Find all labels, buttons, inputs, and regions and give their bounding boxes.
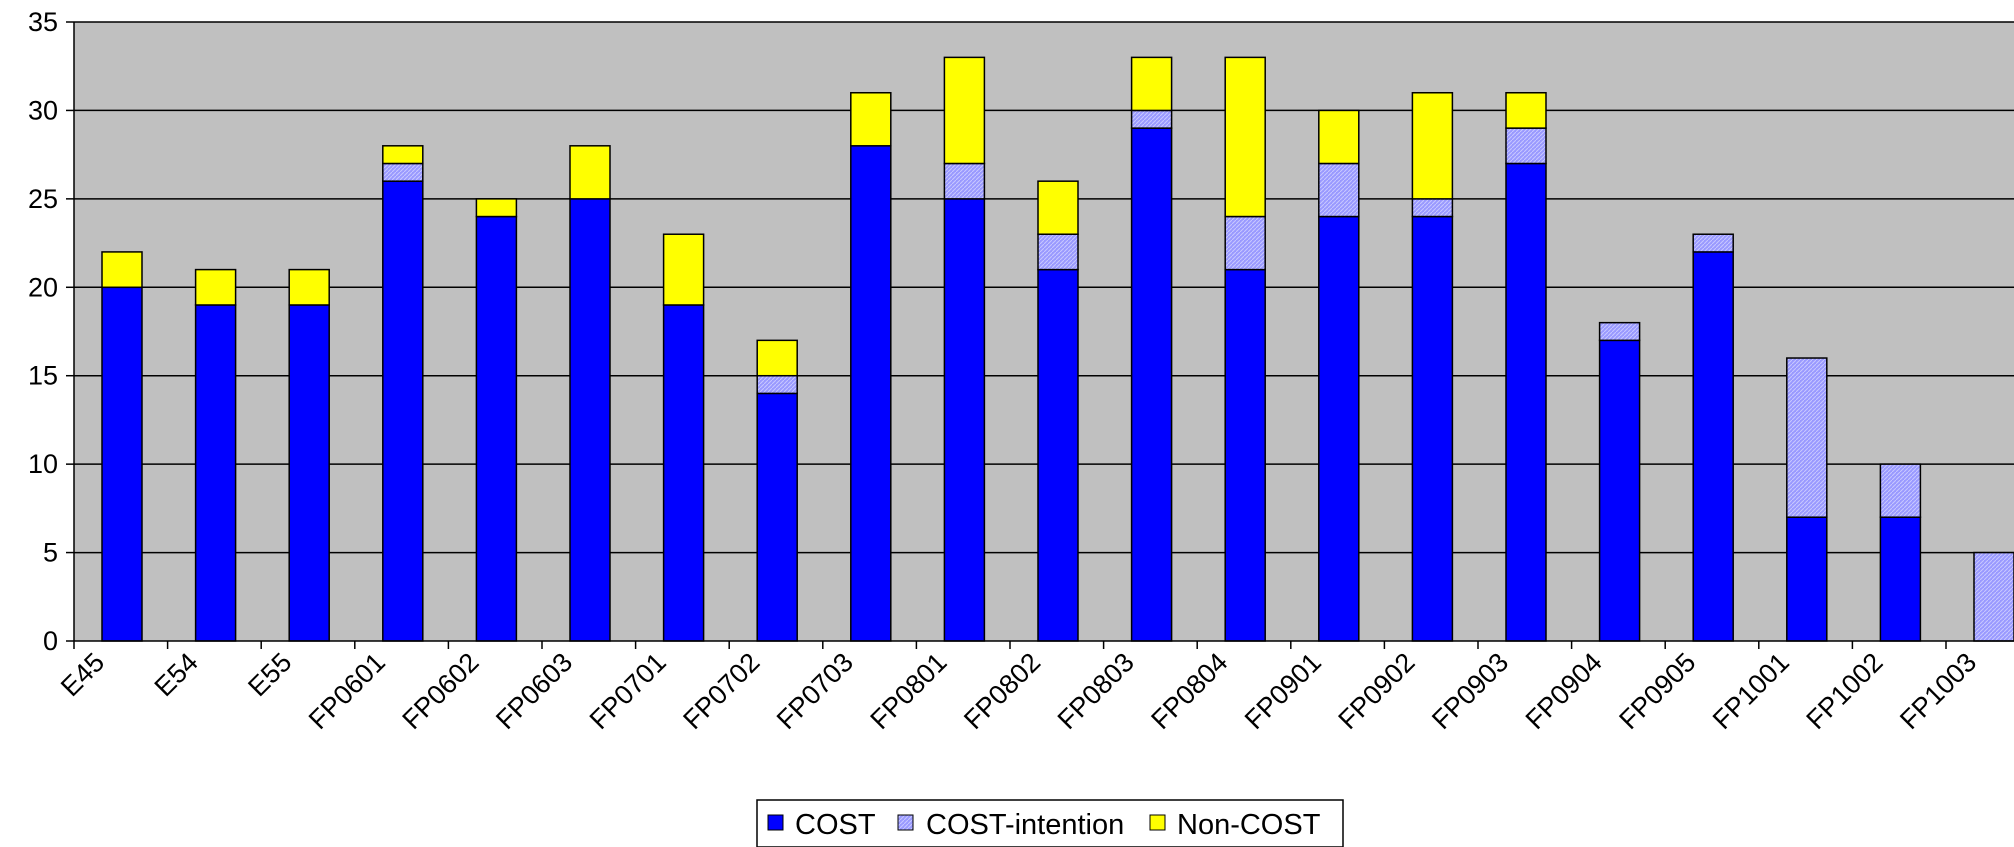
bar-segment-cost	[850, 145, 892, 642]
bar-segment-cost-intention	[1973, 551, 2014, 642]
legend-label-non-cost: Non-COST	[1177, 809, 1321, 841]
bar-segment-non-cost	[194, 268, 237, 306]
bars-layer	[101, 56, 2014, 642]
bar-segment-cost	[662, 304, 705, 642]
bar-segment-non-cost	[662, 233, 705, 306]
bar-segment-cost	[943, 198, 986, 642]
bar-segment-cost-intention	[382, 162, 424, 182]
bar-segment-cost-intention	[1037, 233, 1079, 271]
bar-segment-cost	[1786, 516, 1828, 642]
x-tick-label: E55	[242, 647, 297, 702]
x-tick-label: FP0603	[490, 647, 578, 735]
x-tick-label: FP0901	[1239, 647, 1327, 735]
bar-segment-cost	[1411, 215, 1454, 642]
legend-label-cost: COST	[795, 809, 876, 841]
x-tick-label: FP0804	[1145, 647, 1233, 735]
bar-segment-cost-intention	[1786, 357, 1828, 518]
bar-segment-cost	[1037, 268, 1079, 642]
bar-segment-non-cost	[1411, 91, 1454, 200]
bar-segment-non-cost	[1224, 56, 1266, 218]
x-tick-label: FP0904	[1520, 647, 1608, 735]
x-tick-label: FP0602	[397, 647, 485, 735]
bar-segment-cost	[1598, 339, 1641, 642]
bar-segment-cost-intention	[1411, 198, 1454, 218]
x-tick-label: E54	[149, 647, 204, 702]
y-tick-label: 25	[28, 184, 58, 214]
bar-segment-non-cost	[1130, 56, 1173, 112]
y-tick-label: 35	[28, 7, 58, 37]
bar-segment-cost	[1692, 251, 1734, 642]
bar-segment-non-cost	[101, 251, 143, 289]
bar-segment-cost-intention	[1598, 321, 1641, 342]
legend-label-cost-intention: COST-intention	[926, 809, 1124, 841]
x-tick-label: FP1001	[1707, 647, 1795, 735]
bar-segment-cost	[194, 304, 237, 642]
bar-segment-non-cost	[288, 268, 330, 306]
bar-segment-cost-intention	[943, 162, 986, 200]
x-tick-label: FP0701	[584, 647, 672, 735]
y-tick-label: 0	[43, 626, 58, 656]
x-tick-label: FP0703	[771, 647, 859, 735]
x-tick-label: FP0903	[1426, 647, 1514, 735]
x-tick-label: E45	[55, 647, 110, 702]
legend: COST COST-intention Non-COST	[756, 799, 1344, 847]
x-axis-ticks: E45 E54 E55 FP0601 FP0602 FP0603 FP0701 FP0702 F…	[55, 641, 1982, 735]
x-tick-label: FP0802	[958, 647, 1046, 735]
bar-segment-non-cost	[1505, 91, 1547, 129]
bar-segment-non-cost	[382, 145, 424, 165]
bar-segment-non-cost	[1037, 180, 1079, 235]
bar-segment-cost-intention	[1224, 215, 1266, 271]
bar-segment-cost	[1879, 516, 1922, 642]
bar-segment-non-cost	[756, 339, 798, 377]
bar-segment-cost-intention	[1879, 463, 1922, 518]
y-tick-label: 15	[28, 361, 58, 391]
bar-segment-cost-intention	[1318, 162, 1360, 218]
x-tick-label: FP0801	[865, 647, 953, 735]
x-tick-label: FP0905	[1613, 647, 1701, 735]
legend-swatch-cost-intention	[897, 814, 914, 831]
x-tick-label: FP0902	[1333, 647, 1421, 735]
bar-segment-cost	[475, 215, 518, 642]
bar-segment-non-cost	[1318, 109, 1360, 165]
bar-segment-cost-intention	[1130, 109, 1173, 129]
bar-segment-non-cost	[475, 198, 518, 218]
bar-segment-non-cost	[569, 145, 611, 200]
x-tick-label: FP1003	[1894, 647, 1982, 735]
legend-swatch-cost	[767, 814, 784, 831]
x-tick-label: FP0601	[303, 647, 391, 735]
bar-segment-non-cost	[943, 56, 986, 165]
bar-segment-cost	[382, 180, 424, 642]
bar-segment-cost-intention	[1692, 233, 1734, 253]
bar-segment-cost	[1224, 268, 1266, 642]
x-tick-label: FP0803	[1052, 647, 1140, 735]
axes	[73, 22, 2014, 642]
x-tick-label: FP0702	[677, 647, 765, 735]
bar-segment-cost	[756, 392, 798, 642]
legend-box	[756, 799, 1344, 847]
bar-segment-cost	[1318, 215, 1360, 642]
bar-segment-cost	[569, 198, 611, 642]
y-tick-label: 30	[28, 95, 58, 125]
bar-segment-cost-intention	[756, 374, 798, 395]
bar-segment-cost	[1505, 162, 1547, 642]
bar-segment-cost	[288, 304, 330, 642]
y-tick-label: 20	[28, 272, 58, 302]
bar-segment-cost-intention	[1505, 127, 1547, 165]
bar-segment-non-cost	[850, 91, 892, 147]
y-axis-ticks: 0 5 10 15 20 25 30 35	[28, 7, 74, 656]
bar-segment-cost	[1130, 127, 1173, 642]
y-tick-label: 10	[28, 449, 58, 479]
legend-swatch-non-cost	[1149, 814, 1166, 831]
y-tick-label: 5	[43, 538, 58, 568]
bar-segment-cost	[101, 286, 143, 642]
x-tick-label: FP1002	[1801, 647, 1889, 735]
